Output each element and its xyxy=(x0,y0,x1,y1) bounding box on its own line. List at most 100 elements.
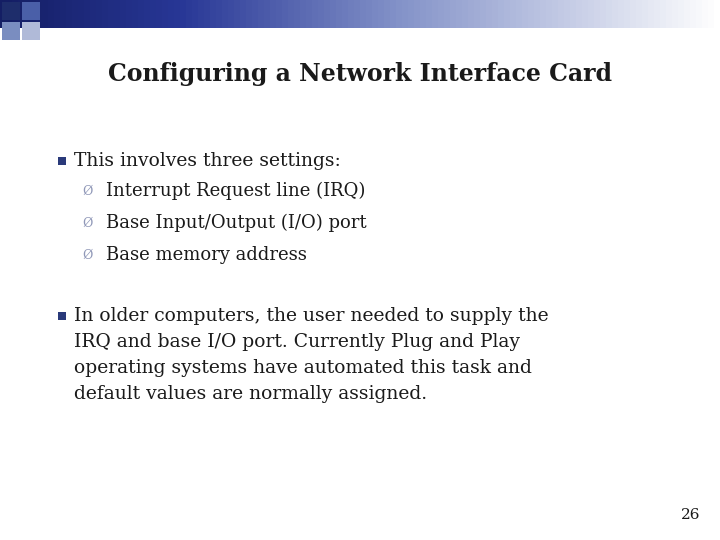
Bar xyxy=(462,0,468,28)
Bar xyxy=(540,0,546,28)
Bar xyxy=(690,0,696,28)
Bar xyxy=(348,0,354,28)
Bar xyxy=(426,0,432,28)
Bar xyxy=(240,0,246,28)
Bar xyxy=(0,0,6,28)
Bar xyxy=(186,0,192,28)
Bar xyxy=(288,0,294,28)
Bar xyxy=(372,0,378,28)
Bar xyxy=(198,0,204,28)
Bar xyxy=(432,0,438,28)
Bar xyxy=(600,0,606,28)
Bar xyxy=(36,0,42,28)
Bar xyxy=(516,0,522,28)
Bar xyxy=(546,0,552,28)
Bar xyxy=(58,157,66,165)
Bar xyxy=(60,0,66,28)
Bar xyxy=(6,0,12,28)
Bar xyxy=(2,2,20,20)
Bar xyxy=(630,0,636,28)
Text: Base Input/Output (I/O) port: Base Input/Output (I/O) port xyxy=(106,214,366,232)
Bar xyxy=(168,0,174,28)
Bar xyxy=(708,0,714,28)
Bar xyxy=(360,0,366,28)
Bar xyxy=(144,0,150,28)
Bar xyxy=(228,0,234,28)
Bar xyxy=(438,0,444,28)
Text: Ø: Ø xyxy=(83,248,93,261)
Bar xyxy=(306,0,312,28)
Bar xyxy=(126,0,132,28)
Bar xyxy=(354,0,360,28)
Bar xyxy=(102,0,108,28)
Bar xyxy=(120,0,126,28)
Bar xyxy=(12,0,18,28)
Text: Base memory address: Base memory address xyxy=(106,246,307,264)
Bar xyxy=(528,0,534,28)
Bar xyxy=(456,0,462,28)
Bar xyxy=(492,0,498,28)
Text: Ø: Ø xyxy=(83,185,93,198)
Bar xyxy=(270,0,276,28)
Bar xyxy=(336,0,342,28)
Text: In older computers, the user needed to supply the: In older computers, the user needed to s… xyxy=(74,307,549,325)
Bar xyxy=(648,0,654,28)
Bar xyxy=(180,0,186,28)
Bar xyxy=(246,0,252,28)
Bar xyxy=(204,0,210,28)
Bar xyxy=(42,0,48,28)
Bar xyxy=(132,0,138,28)
Bar xyxy=(78,0,84,28)
Bar xyxy=(384,0,390,28)
Bar xyxy=(702,0,708,28)
Bar xyxy=(444,0,450,28)
Bar xyxy=(150,0,156,28)
Text: 26: 26 xyxy=(680,508,700,522)
Bar xyxy=(156,0,162,28)
Bar xyxy=(552,0,558,28)
Bar xyxy=(90,0,96,28)
Text: This involves three settings:: This involves three settings: xyxy=(74,152,341,170)
Bar xyxy=(420,0,426,28)
Bar xyxy=(606,0,612,28)
Bar xyxy=(222,0,228,28)
Bar xyxy=(216,0,222,28)
Text: default values are normally assigned.: default values are normally assigned. xyxy=(74,385,427,403)
Bar xyxy=(696,0,702,28)
Bar xyxy=(468,0,474,28)
Bar xyxy=(84,0,90,28)
Bar xyxy=(636,0,642,28)
Bar xyxy=(498,0,504,28)
Bar xyxy=(414,0,420,28)
Bar xyxy=(54,0,60,28)
Text: Ø: Ø xyxy=(83,217,93,230)
Bar xyxy=(378,0,384,28)
Bar xyxy=(582,0,588,28)
Bar xyxy=(534,0,540,28)
Bar xyxy=(312,0,318,28)
Bar xyxy=(480,0,486,28)
Bar xyxy=(450,0,456,28)
Text: Configuring a Network Interface Card: Configuring a Network Interface Card xyxy=(108,62,612,86)
Bar xyxy=(210,0,216,28)
Bar xyxy=(30,0,36,28)
Bar xyxy=(522,0,528,28)
Bar xyxy=(510,0,516,28)
Bar xyxy=(324,0,330,28)
Bar xyxy=(594,0,600,28)
Bar xyxy=(66,0,72,28)
Bar xyxy=(24,0,30,28)
Bar xyxy=(276,0,282,28)
Bar xyxy=(618,0,624,28)
Bar xyxy=(162,0,168,28)
Bar xyxy=(264,0,270,28)
Bar xyxy=(402,0,408,28)
Bar xyxy=(318,0,324,28)
Bar xyxy=(576,0,582,28)
Bar xyxy=(2,22,20,40)
Bar xyxy=(558,0,564,28)
Bar xyxy=(684,0,690,28)
Bar xyxy=(474,0,480,28)
Bar xyxy=(252,0,258,28)
Bar xyxy=(108,0,114,28)
